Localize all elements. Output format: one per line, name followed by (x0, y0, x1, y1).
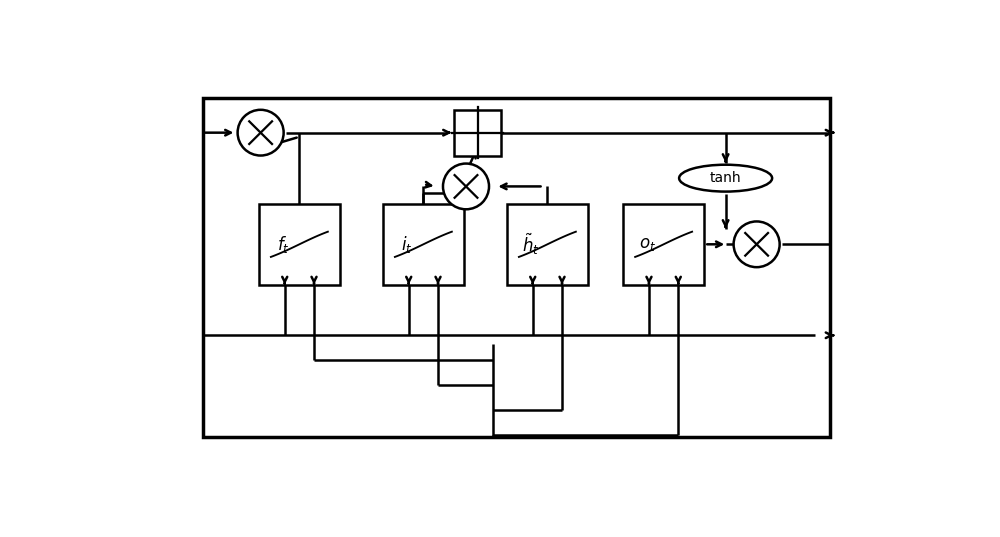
Text: $i_t$: $i_t$ (401, 234, 413, 255)
Circle shape (443, 164, 489, 209)
Bar (454, 110, 501, 156)
Text: tanh: tanh (710, 171, 741, 185)
Ellipse shape (679, 165, 772, 192)
Circle shape (734, 221, 780, 267)
Circle shape (238, 110, 284, 156)
Bar (259, 204, 340, 285)
Bar (383, 204, 464, 285)
Bar (623, 204, 704, 285)
Text: $o_t$: $o_t$ (639, 235, 656, 253)
Text: $f_t$: $f_t$ (277, 234, 289, 255)
Bar (507, 204, 588, 285)
Text: $\tilde{h}_t$: $\tilde{h}_t$ (522, 231, 540, 257)
Bar (202, 98, 830, 437)
